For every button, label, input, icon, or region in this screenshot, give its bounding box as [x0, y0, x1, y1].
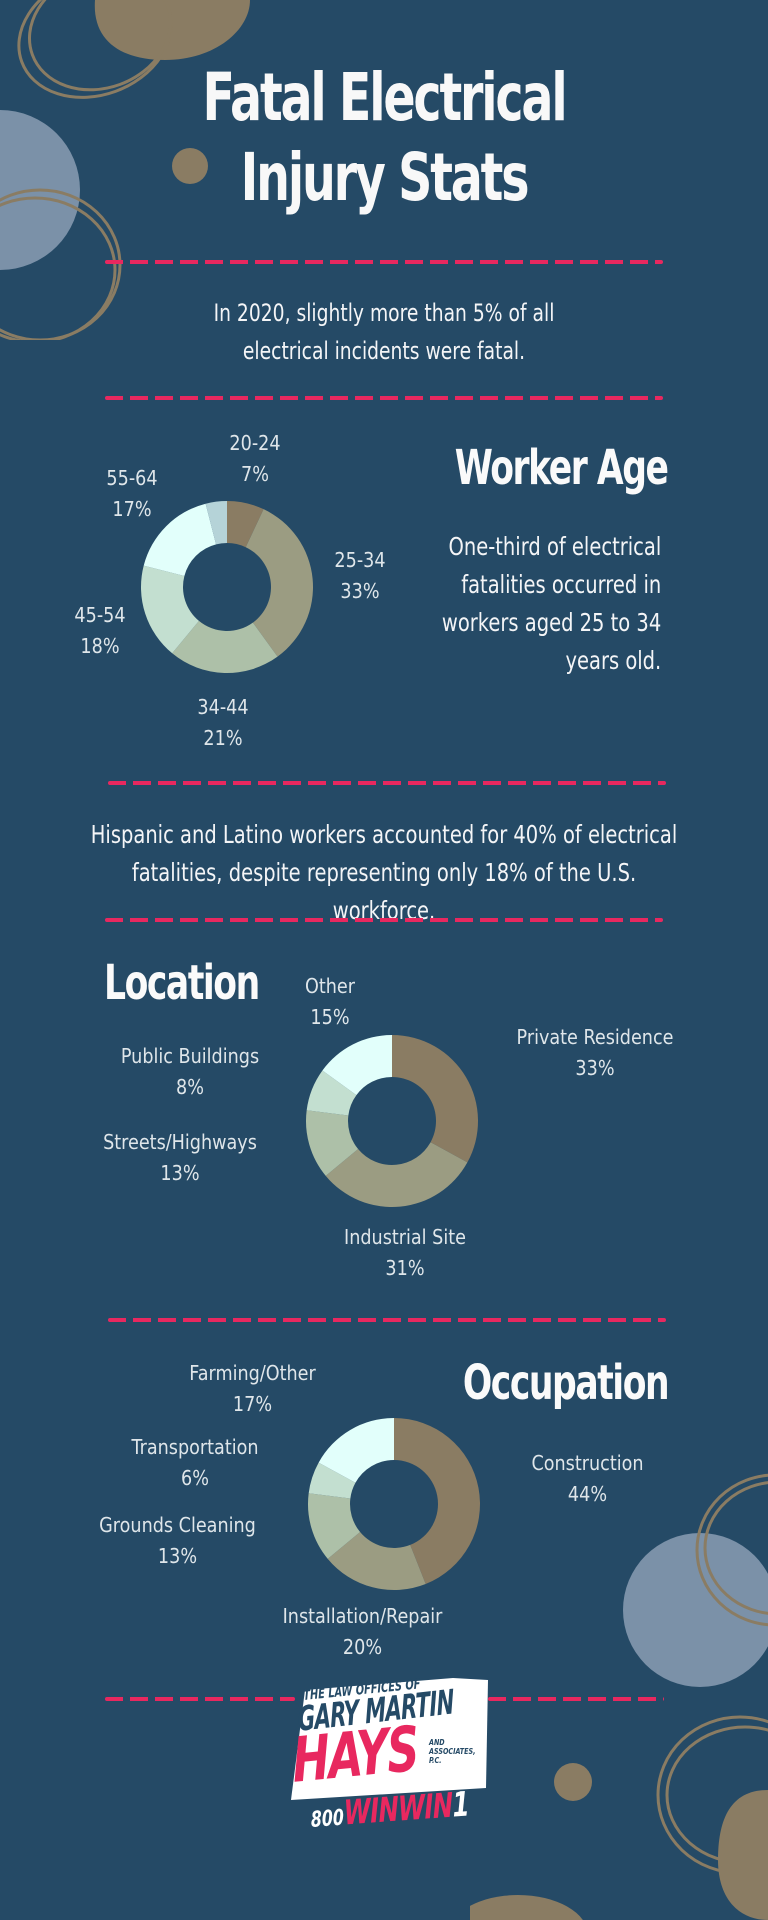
location-donut-chart	[306, 1035, 478, 1207]
title-line-2: Injury Stats	[240, 139, 530, 216]
donut-segment	[327, 1532, 426, 1590]
occupation-heading: Occupation	[462, 1355, 670, 1411]
divider	[488, 1697, 664, 1701]
phone-prefix: 800	[310, 1805, 345, 1833]
decor-bottom-right	[623, 1473, 768, 1920]
page-title: Fatal Electrical Injury Stats	[108, 58, 661, 218]
donut-segment	[143, 503, 217, 577]
phone-suffix: 1	[451, 1784, 471, 1826]
label-streets-highways: Streets/Highways 13%	[103, 1130, 257, 1185]
worker-age-donut-chart	[141, 501, 313, 673]
worker-age-description: One-third of electrical fatalities occur…	[441, 532, 661, 675]
occupation-donut-chart	[308, 1418, 480, 1590]
donut-segment	[322, 1035, 392, 1096]
label-farming-other: Farming/Other 17%	[189, 1361, 316, 1416]
donut-segment	[205, 501, 227, 545]
label-25-34: 25-34 33%	[334, 548, 386, 603]
location-heading: Location	[104, 955, 260, 1011]
divider	[108, 781, 666, 785]
logo-suffix: AND ASSOCIATES, P.C.	[429, 1738, 476, 1765]
decor-top-left	[0, 0, 251, 340]
donut-segment	[325, 1142, 468, 1207]
donut-segment	[245, 509, 313, 657]
label-other: Other 15%	[305, 974, 355, 1029]
label-45-54: 45-54 18%	[74, 603, 126, 658]
donut-segment	[318, 1418, 394, 1483]
label-industrial-site: Industrial Site 31%	[344, 1225, 466, 1280]
donut-segment	[392, 1035, 478, 1163]
label-transportation: Transportation 6%	[131, 1435, 259, 1490]
divider	[105, 1697, 295, 1701]
logo-line-3: HAYS	[290, 1711, 420, 1797]
label-34-44: 34-44 21%	[197, 695, 249, 750]
title-line-1: Fatal Electrical	[202, 59, 568, 136]
decor-bottom-mid	[470, 1763, 592, 1920]
divider	[105, 918, 663, 922]
label-installation-repair: Installation/Repair 20%	[282, 1604, 443, 1659]
intro-line-1: In 2020, slightly more than 5% of all	[213, 299, 555, 327]
donut-segment	[308, 1493, 361, 1559]
law-office-logo[interactable]: THE LAW OFFICES OF GARY MARTIN HAYS AND …	[283, 1676, 493, 1834]
label-private-residence: Private Residence 33%	[516, 1025, 674, 1080]
donut-segment	[308, 1462, 356, 1499]
intro-line-2: electrical incidents were fatal.	[242, 337, 526, 365]
donut-segment	[306, 1070, 357, 1116]
phone-word: WINWIN	[343, 1785, 454, 1834]
divider	[105, 396, 663, 400]
label-public-buildings: Public Buildings 8%	[120, 1044, 260, 1099]
donut-segment	[306, 1110, 359, 1176]
label-55-64: 55-64 17%	[106, 466, 158, 521]
hispanic-stat-text: Hispanic and Latino workers accounted fo…	[90, 820, 678, 925]
label-grounds-cleaning: Grounds Cleaning 13%	[99, 1513, 256, 1568]
donut-segment	[172, 620, 278, 673]
label-construction: Construction 44%	[531, 1451, 644, 1506]
label-20-24: 20-24 7%	[229, 431, 281, 486]
donut-segment	[227, 501, 264, 548]
donut-segment	[141, 565, 199, 654]
divider	[108, 1318, 666, 1322]
worker-age-heading: Worker Age	[455, 440, 669, 496]
logo-background	[291, 1678, 488, 1800]
divider	[105, 260, 663, 264]
donut-segment	[394, 1418, 480, 1584]
intro-text: In 2020, slightly more than 5% of all el…	[84, 294, 683, 370]
